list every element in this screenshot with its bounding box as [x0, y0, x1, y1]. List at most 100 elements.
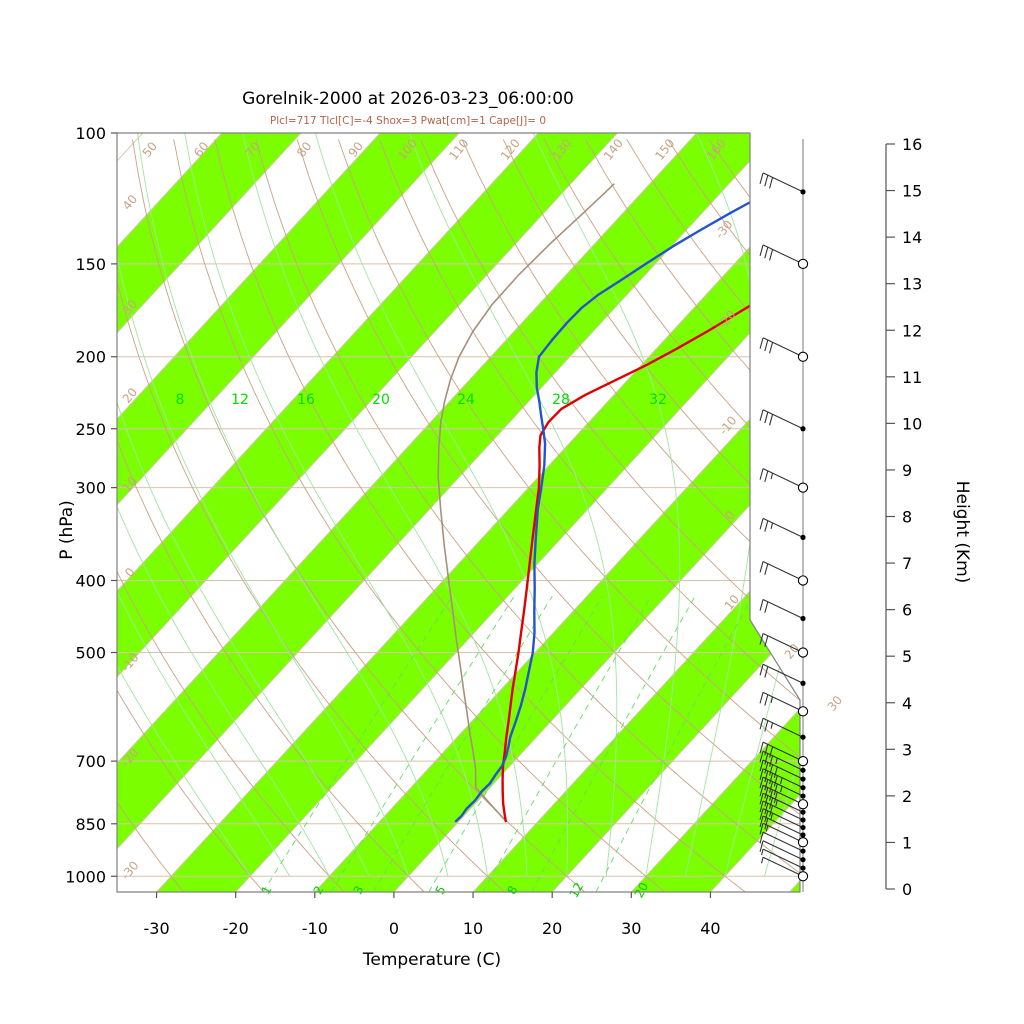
- height-tick-label: 0: [902, 880, 912, 899]
- level-dot: [800, 615, 806, 622]
- level-dot: [800, 832, 806, 838]
- isotherm: [156, 133, 800, 892]
- barb-full: [759, 759, 764, 772]
- isotherm: [393, 133, 800, 892]
- level-ring: [797, 482, 809, 493]
- barb-shaft: [762, 599, 804, 619]
- isotherm: [117, 133, 539, 892]
- level-ring: [797, 837, 809, 848]
- moist-adiabat: [242, 133, 528, 877]
- moist-adiabat: [137, 133, 449, 877]
- barb-full: [764, 744, 769, 756]
- barb-shaft: [762, 691, 804, 712]
- barb-shaft: [762, 831, 804, 852]
- wind-barb: [759, 822, 804, 843]
- barb-full: [769, 746, 774, 758]
- height-tick-label: 5: [902, 647, 912, 666]
- barb-full: [769, 805, 774, 817]
- barb-shaft: [762, 848, 804, 869]
- barb-full: [769, 177, 774, 189]
- wind-barb: [759, 599, 804, 619]
- dry-adiabat: [117, 139, 505, 892]
- barb-full: [759, 815, 764, 828]
- wind-barb: [761, 856, 804, 877]
- height-tick-label: 7: [902, 554, 912, 573]
- dry-adiabat: [337, 139, 800, 892]
- barb-full: [764, 635, 769, 647]
- barb-full: [764, 787, 769, 799]
- dry-adiabat: [117, 139, 184, 892]
- barb-shaft: [762, 468, 804, 489]
- wind-barb: [759, 172, 804, 193]
- dry-adiabat: [117, 139, 265, 892]
- height-tick-label: 3: [902, 740, 912, 759]
- barb-full: [759, 244, 764, 257]
- barb-shaft: [762, 759, 804, 780]
- barb-shaft: [762, 750, 804, 771]
- barb-shaft: [762, 717, 804, 738]
- pressure-tick-label: 500: [75, 644, 106, 663]
- barb-full: [769, 773, 774, 785]
- level-dot: [800, 817, 806, 823]
- barb-shaft: [762, 172, 804, 193]
- level-ring: [797, 799, 809, 810]
- barb-full: [759, 664, 764, 676]
- barb-half: [770, 722, 774, 729]
- level-dot: [800, 857, 806, 863]
- wind-barb: [759, 741, 804, 762]
- pressure-axis: 100 150 200 250 300 400 500 700 850 1000: [65, 124, 117, 886]
- level-dot: [800, 189, 806, 195]
- level-ring: [797, 706, 809, 717]
- isotherm-label-mid: 28: [552, 392, 570, 408]
- level-dot: [800, 776, 806, 782]
- wind-barb: [759, 792, 804, 813]
- moist-adiabat: [408, 133, 618, 877]
- wind-barb: [759, 633, 804, 654]
- barb-full: [759, 776, 764, 789]
- barb-half: [780, 785, 783, 793]
- barb-shaft: [762, 517, 804, 538]
- dewpoint-profile: [454, 182, 785, 823]
- level-dot: [800, 865, 806, 871]
- dry-adiabat: [173, 139, 666, 892]
- barb-half: [775, 799, 778, 807]
- barb-full: [773, 791, 778, 804]
- barb-full: [764, 411, 769, 424]
- barb-full: [759, 518, 764, 530]
- height-tick-label: 15: [902, 182, 922, 201]
- barb-shaft: [762, 633, 804, 654]
- barb-full: [759, 337, 764, 349]
- height-tick-label: 10: [902, 414, 922, 433]
- barb-full: [764, 247, 769, 259]
- mixing-ratio-line: [595, 595, 754, 892]
- barb-full: [759, 633, 764, 645]
- barb-half: [765, 825, 769, 832]
- wind-barb: [759, 468, 804, 489]
- level-ring: [797, 871, 809, 882]
- wind-barb: [759, 750, 804, 771]
- moist-adiabat: [184, 133, 489, 877]
- isotherm: [117, 133, 777, 892]
- barb-shaft: [762, 784, 804, 805]
- barb-full: [764, 666, 769, 678]
- height-tick-label: 14: [902, 228, 922, 247]
- mixing-ratio-label: 20: [632, 880, 652, 900]
- barb-full: [764, 770, 769, 783]
- isotherm: [117, 133, 460, 892]
- mixing-ratio-line: [372, 595, 553, 892]
- barb-shaft: [762, 840, 804, 861]
- temperature-tick-label: 10: [463, 919, 483, 938]
- pressure-tick-label: 850: [75, 815, 106, 834]
- barb-full: [769, 797, 774, 809]
- barb-half: [761, 848, 764, 856]
- wind-barb: [759, 517, 804, 538]
- level-dot: [800, 734, 806, 740]
- shade-band: [473, 133, 800, 892]
- height-tick-label: 9: [902, 461, 912, 480]
- isotherm: [117, 133, 302, 892]
- height-tick-label: 16: [902, 135, 922, 154]
- isotherm-label-mid: 20: [372, 392, 390, 408]
- moist-adiabat: [314, 133, 569, 877]
- isotherm: [551, 133, 800, 892]
